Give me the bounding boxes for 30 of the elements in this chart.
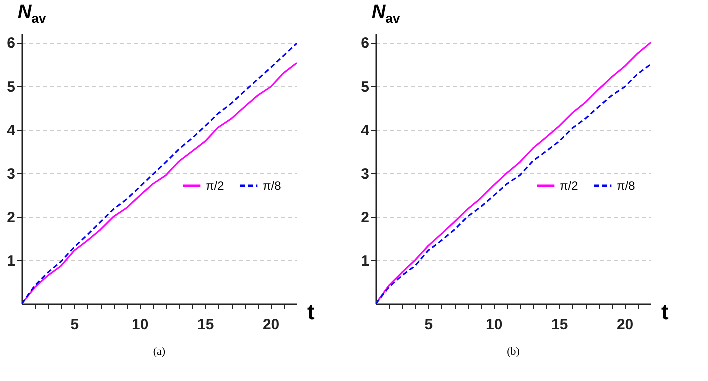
x-tick-label: 15 <box>197 316 214 334</box>
text: (a) <box>153 346 166 358</box>
y-tick-label: 5 <box>7 78 16 96</box>
y-tick-label: 2 <box>7 209 16 226</box>
y-tick-label: 6 <box>361 35 370 52</box>
x-tick-label: 5 <box>424 316 434 334</box>
x-tick-label: 20 <box>262 316 280 334</box>
y-tick-label: 4 <box>361 122 370 140</box>
legend-label: π/2 <box>560 179 579 193</box>
y-tick-label: 6 <box>7 35 16 52</box>
legend-label: π/8 <box>263 179 282 193</box>
legend-label: π/2 <box>206 179 225 193</box>
y-tick-label: 3 <box>7 166 16 183</box>
x-tick-label: 10 <box>132 316 149 334</box>
y-tick-label: 4 <box>7 122 16 140</box>
x-axis-title: t <box>662 300 670 324</box>
legend-label: π/8 <box>617 179 636 193</box>
y-tick-label: 3 <box>361 166 370 183</box>
x-axis-title: t <box>308 300 316 324</box>
y-tick-label: 5 <box>361 78 370 96</box>
text: (b) <box>507 346 520 358</box>
y-tick-label: 2 <box>361 209 370 226</box>
y-tick-label: 1 <box>7 252 16 270</box>
y-tick-label: 1 <box>361 252 370 270</box>
x-tick-label: 20 <box>616 316 634 334</box>
x-tick-label: 15 <box>551 316 568 334</box>
x-tick-label: 10 <box>486 316 503 334</box>
y-axis-title: N$_{av}$ <box>372 2 400 26</box>
x-tick-label: 5 <box>70 316 80 334</box>
y-axis-title: N$_{av}$ <box>18 2 46 26</box>
